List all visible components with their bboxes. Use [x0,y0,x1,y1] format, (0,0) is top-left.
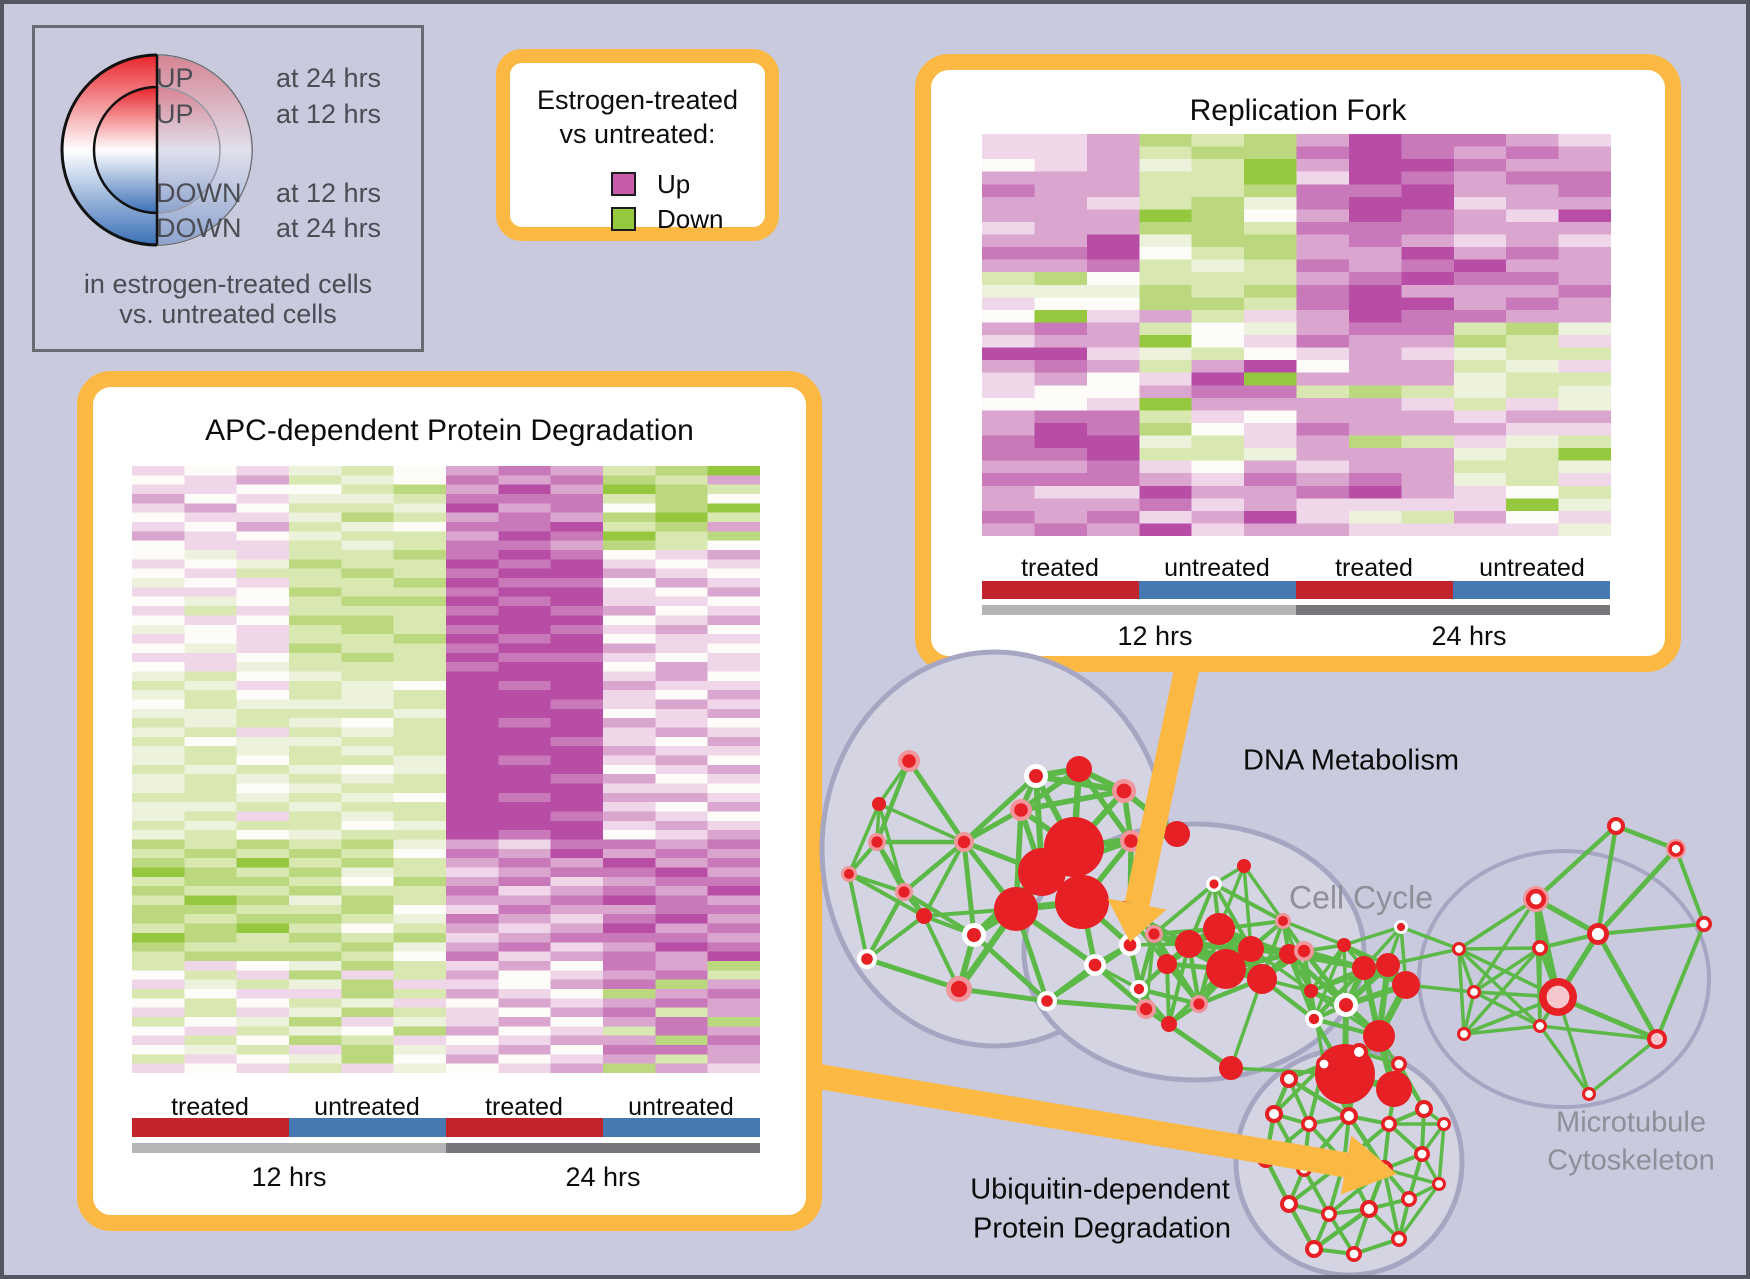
apc-panel-title: APC-dependent Protein Degradation [205,414,694,447]
rf-24hrs-bar [1296,605,1610,615]
ubiquitin-label-line1: Ubiquitin-dependent [970,1173,1230,1206]
apc-group-label-4: untreated [628,1093,734,1121]
apc-heatmap [132,466,760,1073]
apc-group-label-3: treated [485,1093,563,1121]
legend-down-24-label: DOWN [156,213,242,243]
rf-group-label-4: untreated [1479,554,1585,582]
microtubule-label-line2: Cytoskeleton [1547,1144,1715,1177]
estrogen-legend-title-line2: vs untreated: [559,119,716,149]
rf-heatmap [982,134,1611,536]
rf-untreated-bar-24 [1453,581,1610,599]
apc-group-label-1: treated [171,1093,249,1121]
cell-cycle-label: Cell Cycle [1288,879,1434,916]
microtubule-label-line1: Microtubule [1556,1106,1706,1139]
apc-untreated-bar-12 [289,1118,446,1137]
apc-12hrs-bar [132,1143,446,1153]
dna-metabolism-label: DNA Metabolism [1243,744,1459,777]
estrogen-legend-title-line1: Estrogen-treated [536,85,739,115]
down-swatch [611,207,636,231]
legend-at-12hrs-label-2: at 12 hrs [276,178,382,208]
rf-treated-bar-12 [982,581,1139,599]
rf-group-label-2: untreated [1164,554,1270,582]
replication-fork-panel: Replication Fork treated untreated treat… [915,54,1681,672]
apc-12hrs-label: 12 hrs [251,1162,327,1192]
legend-caption-line1: in estrogen-treated cells [83,269,373,299]
rf-treated-bar-24 [1296,581,1453,599]
up-swatch [611,172,636,196]
ubiquitin-label-line2: Protein Degradation [973,1212,1231,1245]
estrogen-legend-box: Estrogen-treated vs untreated: Up Down [496,49,779,241]
legend-at-24hrs-label: at 24 hrs [276,63,382,93]
apc-group-label-2: untreated [314,1093,420,1121]
rf-panel-title: Replication Fork [1189,94,1407,127]
rf-untreated-bar-12 [1139,581,1296,599]
rf-12hrs-bar [982,605,1296,615]
apc-24hrs-label: 24 hrs [565,1162,641,1192]
apc-treated-bar-12 [132,1118,289,1137]
legend-up-12-label: UP [156,99,194,129]
ring-color-legend: UP at 24 hrs UP at 12 hrs DOWN at 12 hrs… [32,25,424,352]
rf-12hrs-label: 12 hrs [1117,621,1193,651]
apc-heatmap-panel: APC-dependent Protein Degradation treate… [77,371,822,1231]
legend-caption-line2: vs. untreated cells [119,299,337,329]
apc-24hrs-bar [446,1143,760,1153]
rf-group-label-3: treated [1335,554,1413,582]
apc-untreated-bar-24 [603,1118,760,1137]
rf-24hrs-label: 24 hrs [1431,621,1507,651]
rf-group-label-1: treated [1021,554,1099,582]
legend-at-12hrs-label: at 12 hrs [276,99,382,129]
down-label: Down [657,204,724,234]
legend-up-24-label: UP [156,63,194,93]
up-label: Up [657,169,691,199]
apc-treated-bar-24 [446,1118,603,1137]
legend-down-12-label: DOWN [156,178,242,208]
ring-gradient-icon [60,53,253,247]
legend-at-24hrs-label-2: at 24 hrs [276,213,382,243]
